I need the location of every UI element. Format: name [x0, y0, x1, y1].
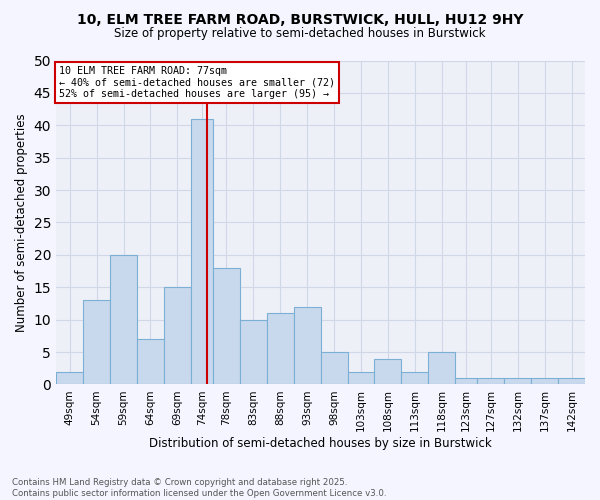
Bar — [320, 352, 347, 384]
Y-axis label: Number of semi-detached properties: Number of semi-detached properties — [15, 113, 28, 332]
Bar — [212, 268, 239, 384]
Bar — [266, 313, 293, 384]
Bar — [347, 372, 374, 384]
Bar — [191, 119, 212, 384]
Bar — [239, 320, 266, 384]
Bar — [558, 378, 585, 384]
Text: Contains HM Land Registry data © Crown copyright and database right 2025.
Contai: Contains HM Land Registry data © Crown c… — [12, 478, 386, 498]
Text: 10 ELM TREE FARM ROAD: 77sqm
← 40% of semi-detached houses are smaller (72)
52% : 10 ELM TREE FARM ROAD: 77sqm ← 40% of se… — [59, 66, 335, 99]
X-axis label: Distribution of semi-detached houses by size in Burstwick: Distribution of semi-detached houses by … — [149, 437, 492, 450]
Bar — [293, 306, 320, 384]
Bar — [455, 378, 477, 384]
Text: 10, ELM TREE FARM ROAD, BURSTWICK, HULL, HU12 9HY: 10, ELM TREE FARM ROAD, BURSTWICK, HULL,… — [77, 12, 523, 26]
Text: Size of property relative to semi-detached houses in Burstwick: Size of property relative to semi-detach… — [114, 28, 486, 40]
Bar — [531, 378, 558, 384]
Bar — [504, 378, 531, 384]
Bar — [401, 372, 428, 384]
Bar — [477, 378, 504, 384]
Bar — [137, 339, 164, 384]
Bar — [56, 372, 83, 384]
Bar — [428, 352, 455, 384]
Bar — [164, 288, 191, 384]
Bar — [110, 255, 137, 384]
Bar — [374, 358, 401, 384]
Bar — [83, 300, 110, 384]
